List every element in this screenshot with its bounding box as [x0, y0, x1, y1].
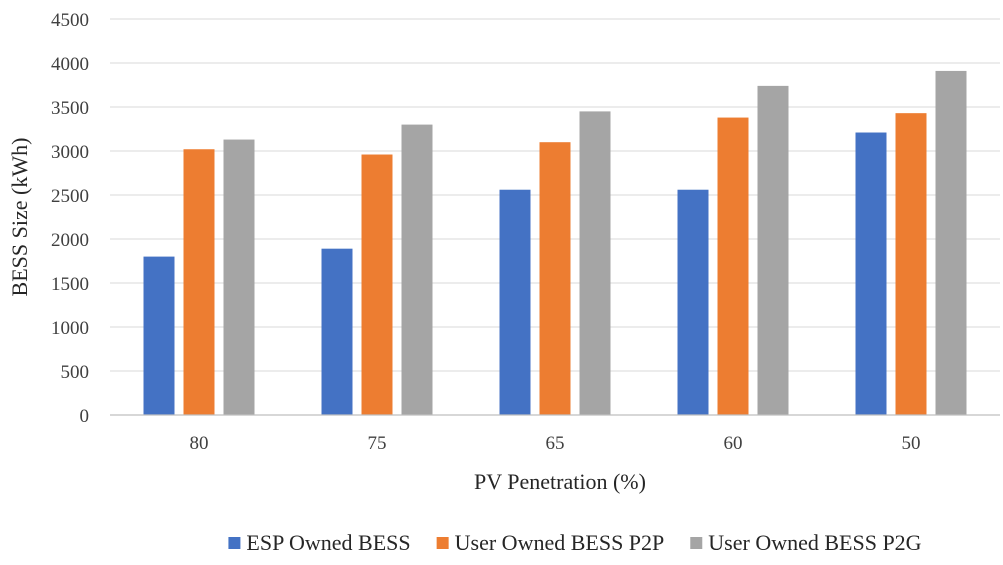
- legend-swatch: [690, 537, 703, 549]
- legend-label: User Owned BESS P2P: [455, 530, 665, 555]
- x-tick-label: 80: [190, 433, 209, 454]
- bar-esp-owned-bess-60: [677, 189, 709, 415]
- bar-user-owned-bess-p2p-80: [183, 149, 215, 416]
- x-tick-label: 65: [546, 433, 565, 454]
- x-tick-label: 50: [902, 433, 921, 454]
- y-tick-label: 3500: [51, 98, 89, 119]
- y-tick-label: 2500: [51, 186, 89, 207]
- bar-user-owned-bess-p2p-60: [717, 117, 749, 415]
- bars: [143, 70, 967, 416]
- axes: 0 500 1000 1500 2000 2500 3000 3500 4000 4500 80 75…: [51, 10, 1000, 454]
- legend-label: User Owned BESS P2G: [708, 530, 921, 555]
- legend-item: ESP Owned BESS: [228, 530, 411, 555]
- y-tick-label: 0: [80, 406, 90, 427]
- bar-user-owned-bess-p2p-50: [895, 113, 927, 415]
- legend: ESP Owned BESS User Owned BESS P2P User Ow…: [228, 530, 922, 555]
- y-tick-label: 4500: [51, 10, 89, 31]
- bar-user-owned-bess-p2p-75: [361, 154, 393, 415]
- y-axis-title: BESS Size (kWh): [7, 138, 32, 297]
- bar-esp-owned-bess-65: [499, 189, 531, 415]
- y-tick-label: 1500: [51, 274, 89, 295]
- y-tick-label: 4000: [51, 54, 89, 75]
- bar-user-owned-bess-p2p-65: [539, 142, 571, 415]
- x-tick-label: 60: [724, 433, 743, 454]
- y-tick-label: 500: [61, 362, 90, 383]
- bar-user-owned-bess-p2g-80: [223, 139, 255, 415]
- bar-user-owned-bess-p2g-75: [401, 124, 433, 415]
- y-tick-label: 1000: [51, 318, 89, 339]
- legend-swatch: [228, 537, 241, 549]
- bar-user-owned-bess-p2g-60: [757, 85, 789, 415]
- x-tick-label: 75: [368, 433, 387, 454]
- y-tick-label: 2000: [51, 230, 89, 251]
- legend-item: User Owned BESS P2P: [436, 530, 665, 555]
- bar-esp-owned-bess-75: [321, 248, 353, 415]
- y-tick-label: 3000: [51, 142, 89, 163]
- bar-esp-owned-bess-50: [855, 132, 887, 415]
- legend-label: ESP Owned BESS: [246, 530, 410, 555]
- legend-item: User Owned BESS P2G: [690, 530, 922, 555]
- bar-esp-owned-bess-80: [143, 256, 175, 415]
- legend-swatch: [436, 537, 449, 549]
- bar-user-owned-bess-p2g-50: [935, 70, 967, 416]
- bar-user-owned-bess-p2g-65: [579, 111, 611, 416]
- x-axis-title: PV Penetration (%): [474, 469, 646, 494]
